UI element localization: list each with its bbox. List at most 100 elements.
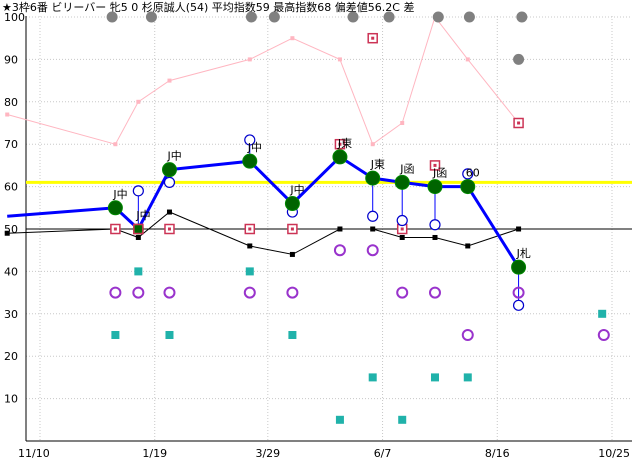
teal-square <box>245 267 254 276</box>
teal-square <box>398 415 407 424</box>
blue-circle <box>163 176 176 188</box>
pink-point <box>247 57 252 62</box>
point-annotation: J中 <box>135 209 150 222</box>
annotations: J中 J中 J中 J中 J中 J東 J東 J函 J函 60 J札 <box>112 137 530 260</box>
pink-point <box>465 57 470 62</box>
y-tick-label: 90 <box>4 53 18 66</box>
red-square-dot <box>113 227 117 231</box>
purple-circle <box>132 286 145 299</box>
chart-title: ★3枠6番 ビリーバー 牝5 0 杉原誠人(54) 平均指数59 最高指数68 … <box>2 0 414 14</box>
y-tick-label: 40 <box>4 265 18 278</box>
black-point <box>370 226 376 232</box>
purple-circle <box>597 329 610 341</box>
teal-square <box>335 415 344 424</box>
main-point <box>460 179 476 195</box>
teal-square <box>463 373 472 382</box>
top-grey-dot <box>145 11 157 23</box>
main-point <box>242 153 258 169</box>
blue-circle <box>367 210 379 222</box>
teal-square <box>165 331 174 339</box>
purple-circle <box>109 286 122 299</box>
y-tick-label: 10 <box>4 393 18 406</box>
pink-point <box>5 112 10 117</box>
point-annotation: J東 <box>370 158 385 171</box>
black-point <box>166 209 172 215</box>
point-annotation: J東 <box>337 137 352 150</box>
blue-circle <box>132 185 144 197</box>
black-point <box>247 243 253 249</box>
pink-point <box>400 121 405 125</box>
top-grey-dot <box>516 11 528 23</box>
y-tick-label: 80 <box>4 96 18 109</box>
black-point <box>516 226 522 232</box>
top-grey-dot <box>463 11 475 23</box>
main-point <box>511 259 527 275</box>
point-annotation: J中 <box>289 184 304 197</box>
pink-point <box>370 142 375 147</box>
y-tick-label: 20 <box>4 350 18 363</box>
black-point <box>399 234 405 240</box>
red-square-dot <box>371 36 375 40</box>
top-grey-dot <box>268 11 280 23</box>
series-lines <box>7 15 632 306</box>
point-annotation: J中 <box>247 141 262 154</box>
x-tick-label: 1/19 <box>142 447 167 460</box>
red-square-dot <box>167 227 171 231</box>
main-point <box>161 162 177 178</box>
y-tick-label: 30 <box>4 308 18 321</box>
black-point <box>432 234 438 240</box>
x-tick-label: 8/16 <box>485 447 510 460</box>
main-point <box>132 223 144 235</box>
point-annotation: J中 <box>166 150 181 163</box>
main-point <box>332 149 348 165</box>
purple-circle <box>512 286 525 299</box>
purple-circle <box>366 244 379 257</box>
blue-circle <box>512 299 525 311</box>
x-tick-label: 3/29 <box>255 447 280 460</box>
pink-point <box>167 78 172 83</box>
main-point <box>394 174 410 190</box>
black-point <box>4 230 10 236</box>
top-grey-dot <box>513 53 525 65</box>
blue-circle <box>429 219 441 231</box>
point-annotation: J札 <box>516 247 531 260</box>
teal-square <box>288 331 297 339</box>
pink-series-line <box>7 15 519 145</box>
pink-point <box>290 36 295 41</box>
pink-point <box>136 99 141 104</box>
y-tick-label: 60 <box>4 181 18 194</box>
pink-point <box>337 57 342 62</box>
red-square-dot <box>517 121 521 125</box>
teal-square <box>111 331 120 339</box>
red-square-dot <box>248 227 252 231</box>
top-grey-dot <box>347 11 359 23</box>
top-grey-dot <box>245 11 257 23</box>
main-point <box>284 196 300 212</box>
red-square-dot <box>290 227 294 231</box>
point-annotation: 60 <box>466 167 480 180</box>
blue-circle <box>396 214 408 227</box>
y-tick-label: 70 <box>4 138 18 151</box>
top-grey-dot <box>383 11 395 23</box>
purple-circle <box>428 286 441 299</box>
black-series-line <box>7 211 519 255</box>
black-point <box>337 226 343 232</box>
purple-circle <box>243 286 256 299</box>
black-point <box>289 251 295 257</box>
purple-circle <box>163 286 176 299</box>
blue-circle <box>462 168 474 180</box>
teal-square <box>134 267 143 276</box>
x-tick-label: 11/10 <box>18 447 50 460</box>
black-point <box>135 234 141 240</box>
pink-point <box>113 142 118 147</box>
red-square-dot <box>338 142 342 146</box>
x-tick-label: 6/7 <box>374 447 392 460</box>
teal-square <box>368 373 377 382</box>
purple-circle <box>333 244 346 257</box>
x-tick-label: 10/25 <box>598 447 630 460</box>
purple-circle <box>396 286 409 299</box>
teal-square <box>430 373 439 382</box>
top-grey-dot <box>106 11 118 23</box>
